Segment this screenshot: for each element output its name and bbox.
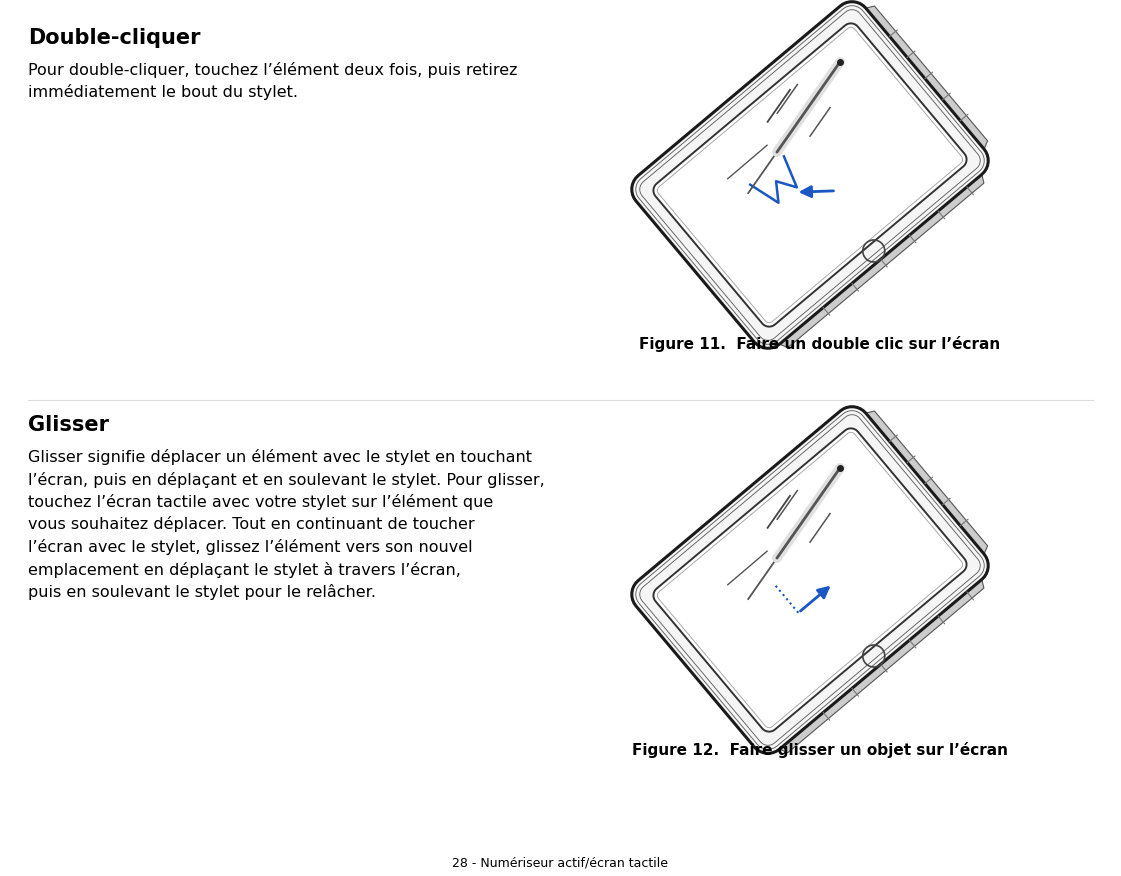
Polygon shape — [865, 411, 988, 554]
Polygon shape — [654, 24, 966, 327]
Polygon shape — [779, 579, 984, 752]
Text: Figure 12.  Faire glisser un objet sur l’écran: Figure 12. Faire glisser un objet sur l’… — [632, 742, 1008, 758]
Text: Figure 11.  Faire un double clic sur l’écran: Figure 11. Faire un double clic sur l’éc… — [639, 336, 1001, 352]
Text: Glisser signifie déplacer un élément avec le stylet en touchant
l’écran, puis en: Glisser signifie déplacer un élément ave… — [28, 449, 545, 600]
Text: 28 - Numériseur actif/écran tactile: 28 - Numériseur actif/écran tactile — [452, 856, 668, 869]
Text: Glisser: Glisser — [28, 415, 109, 435]
Polygon shape — [632, 2, 989, 349]
Text: Double-cliquer: Double-cliquer — [28, 28, 201, 48]
Polygon shape — [779, 174, 984, 348]
Polygon shape — [632, 406, 989, 753]
Polygon shape — [654, 428, 966, 731]
Polygon shape — [865, 6, 988, 149]
Text: Pour double-cliquer, touchez l’élément deux fois, puis retirez
immédiatement le : Pour double-cliquer, touchez l’élément d… — [28, 62, 518, 101]
